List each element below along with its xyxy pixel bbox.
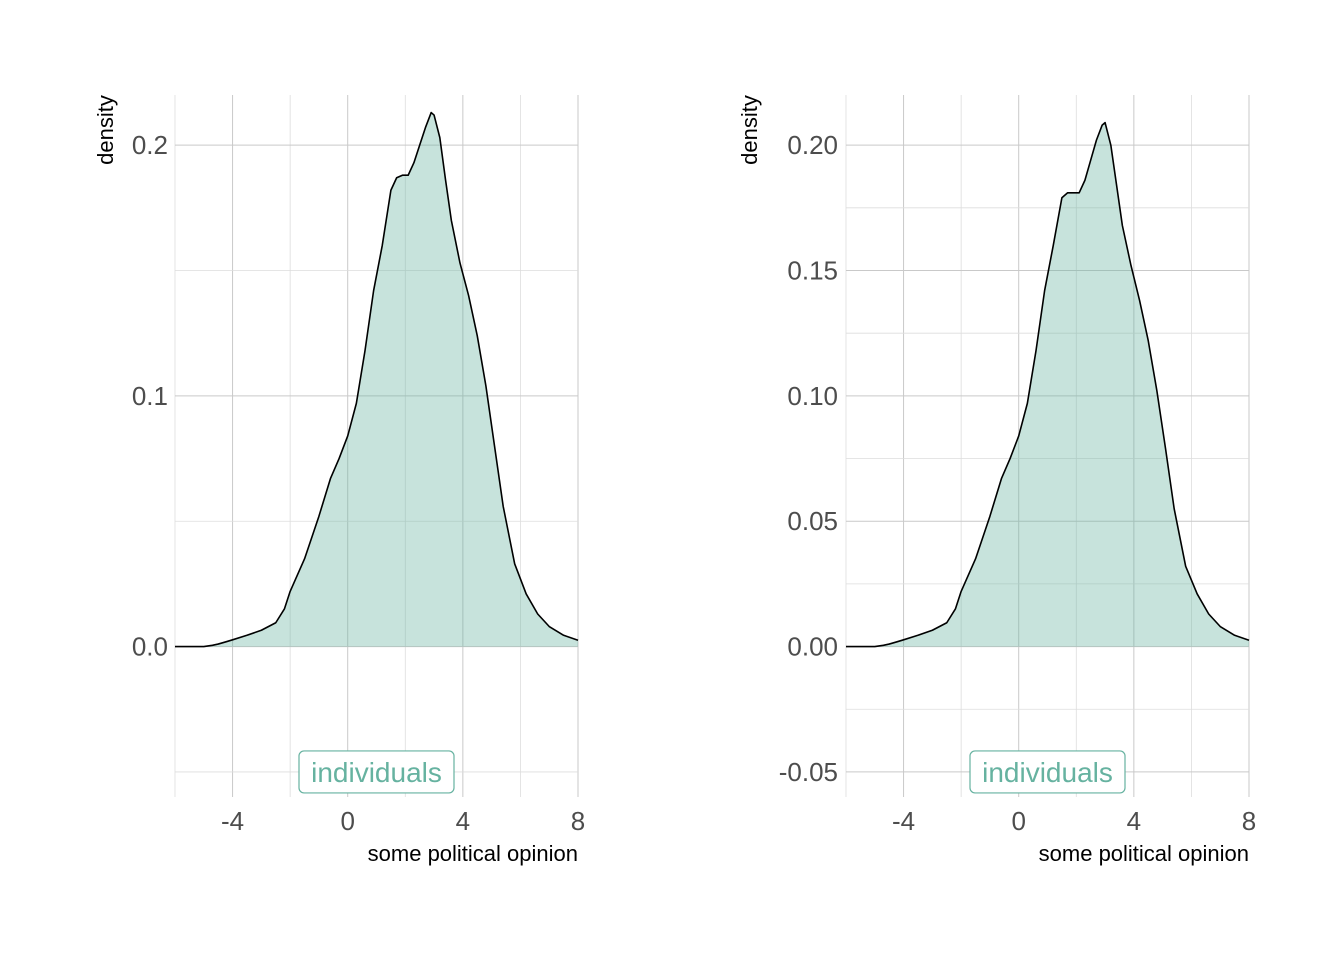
y-axis-title: density <box>737 95 762 165</box>
density-panel-right: -4 0 4 8 -0.05 0.00 0.05 0.10 0.15 0.20 some polit… <box>737 95 1256 866</box>
density-line <box>175 111 579 648</box>
density-line <box>846 121 1250 648</box>
label-text: individuals <box>982 757 1113 788</box>
y-tick-label: 0.20 <box>787 130 838 160</box>
grid <box>174 95 579 797</box>
density-area <box>846 122 1249 647</box>
y-tick-label: 0.15 <box>787 256 838 286</box>
x-axis-title: some political opinion <box>1039 841 1249 866</box>
label-box <box>969 750 1126 794</box>
density-panel-left: -4 0 4 8 0.0 0.1 0.2 some political opinion dens… <box>93 95 585 866</box>
x-tick-label: 0 <box>340 806 354 836</box>
y-tick-label: 0.10 <box>787 381 838 411</box>
density-area <box>175 112 578 647</box>
x-tick-label: 4 <box>456 806 470 836</box>
label-text: individuals <box>311 757 442 788</box>
individuals-label: individuals <box>969 750 1126 794</box>
individuals-label: individuals <box>298 750 455 794</box>
x-tick-label: -4 <box>892 806 915 836</box>
x-tick-label: 8 <box>1242 806 1256 836</box>
y-axis-title: density <box>93 95 118 165</box>
label-box <box>298 750 455 794</box>
x-tick-label: -4 <box>221 806 244 836</box>
y-tick-label: 0.2 <box>132 130 168 160</box>
grid <box>845 95 1250 797</box>
y-tick-label: 0.00 <box>787 632 838 662</box>
x-axis-title: some political opinion <box>368 841 578 866</box>
x-tick-label: 8 <box>571 806 585 836</box>
y-tick-label: 0.1 <box>132 381 168 411</box>
x-tick-label: 0 <box>1011 806 1025 836</box>
y-tick-label: 0.0 <box>132 632 168 662</box>
y-tick-label: 0.05 <box>787 506 838 536</box>
x-tick-label: 4 <box>1127 806 1141 836</box>
y-tick-label: -0.05 <box>779 757 838 787</box>
